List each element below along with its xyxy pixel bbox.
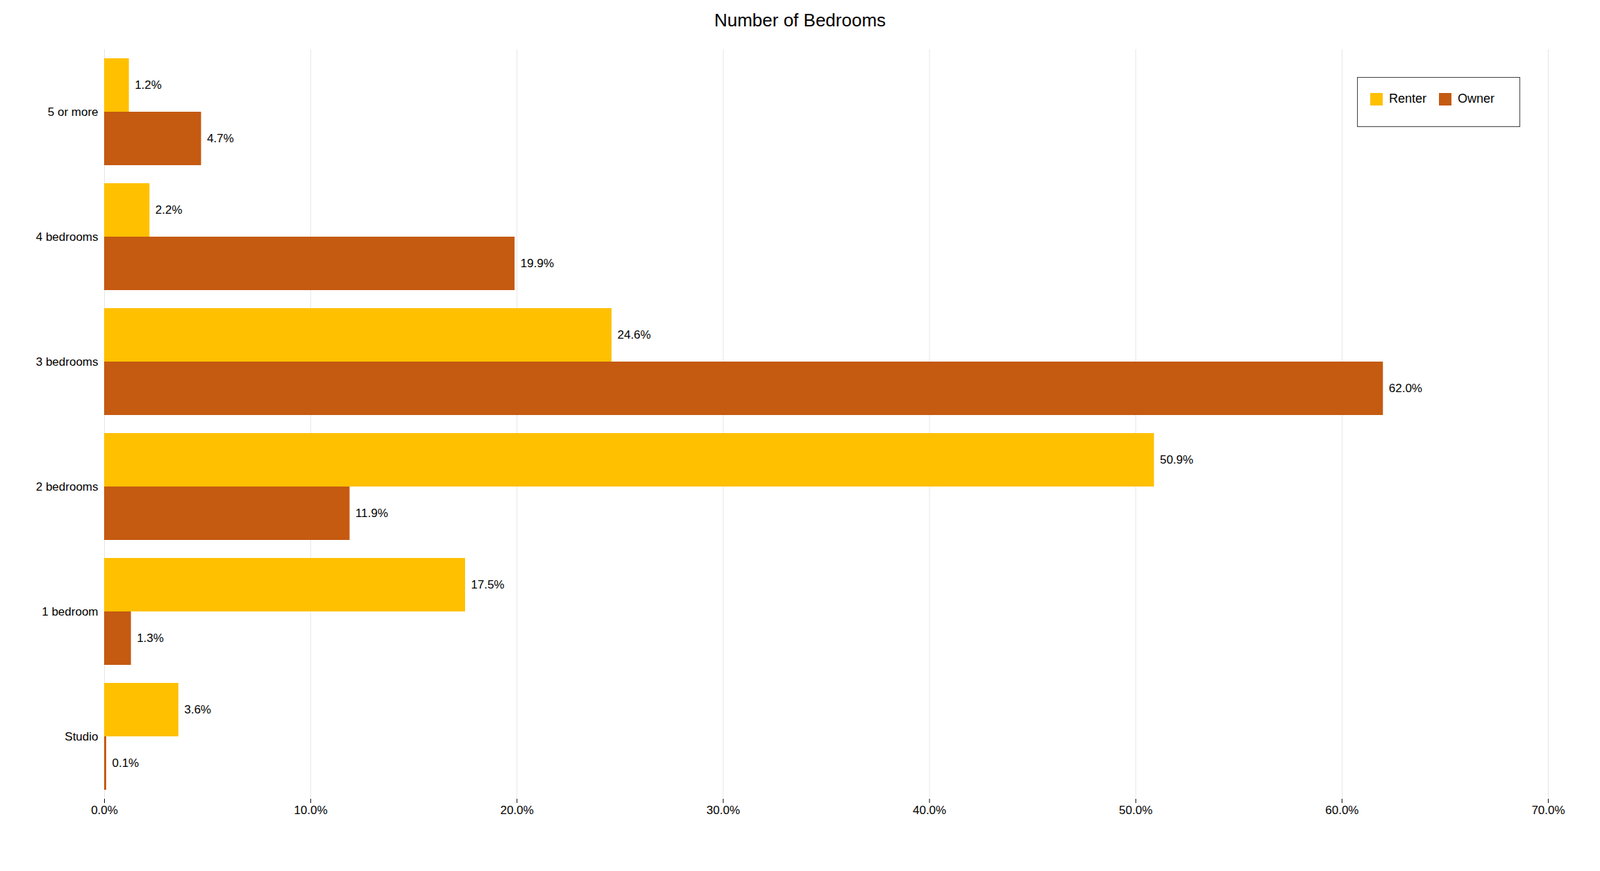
- svg-text:4.7%: 4.7%: [206, 131, 234, 146]
- svg-text:17.5%: 17.5%: [471, 578, 505, 592]
- svg-text:3 bedrooms: 3 bedrooms: [36, 355, 99, 369]
- svg-text:1 bedroom: 1 bedroom: [41, 605, 98, 619]
- svg-text:0.0%: 0.0%: [90, 803, 119, 818]
- svg-text:3.6%: 3.6%: [183, 703, 212, 717]
- svg-text:5 or more: 5 or more: [47, 105, 99, 119]
- svg-text:20.0%: 20.0%: [500, 803, 534, 818]
- html-text:Renter: Renter: [1388, 91, 1427, 106]
- svg-text:11.9%: 11.9%: [355, 506, 389, 520]
- svg-text:2 bedrooms: 2 bedrooms: [36, 480, 99, 494]
- svg-text:24.6%: 24.6%: [617, 328, 651, 342]
- svg-text:30.0%: 30.0%: [706, 803, 740, 818]
- svg-text:1.3%: 1.3%: [136, 631, 164, 645]
- svg-text:Studio: Studio: [64, 730, 98, 744]
- svg-text:0.1%: 0.1%: [111, 756, 139, 770]
- svg-text:50.0%: 50.0%: [1118, 803, 1153, 818]
- html-text:Number of Bedrooms: Number of Bedrooms: [714, 9, 886, 31]
- svg-text:50.9%: 50.9%: [1159, 453, 1194, 467]
- svg-text:1.2%: 1.2%: [134, 78, 162, 92]
- svg-text:62.0%: 62.0%: [1388, 381, 1423, 395]
- svg-text:4 bedrooms: 4 bedrooms: [36, 230, 99, 244]
- svg-text:19.9%: 19.9%: [520, 256, 554, 271]
- svg-text:70.0%: 70.0%: [1531, 803, 1565, 818]
- html-text:Owner: Owner: [1457, 91, 1495, 106]
- svg-text:40.0%: 40.0%: [912, 803, 947, 818]
- svg-text:60.0%: 60.0%: [1325, 803, 1359, 818]
- svg-text:2.2%: 2.2%: [155, 203, 183, 217]
- svg-text:10.0%: 10.0%: [294, 803, 328, 818]
